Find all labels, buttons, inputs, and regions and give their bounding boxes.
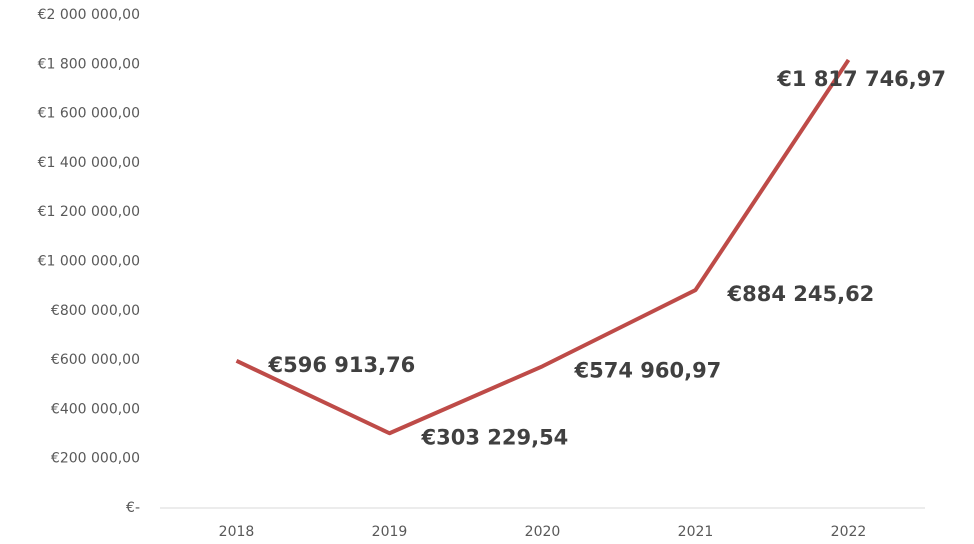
data-label: €303 229,54 [421, 425, 569, 449]
y-tick-label: €1 400 000,00 [38, 155, 140, 171]
y-tick-label: €200 000,00 [51, 451, 140, 467]
data-label: €596 913,76 [268, 353, 416, 377]
y-tick-label: €600 000,00 [51, 352, 140, 368]
y-tick-label: €2 000 000,00 [38, 7, 140, 23]
y-tick-label: €1 000 000,00 [38, 254, 140, 270]
x-tick-label: 2020 [525, 524, 561, 540]
y-tick-label: €- [126, 500, 140, 516]
x-tick-label: 2019 [372, 524, 408, 540]
x-tick-label: 2021 [678, 524, 714, 540]
y-tick-label: €1 200 000,00 [38, 204, 140, 220]
y-tick-label: €800 000,00 [51, 303, 140, 319]
data-label: €884 245,62 [727, 282, 875, 306]
y-tick-label: €1 800 000,00 [38, 56, 140, 72]
data-label: €1 817 746,97 [776, 67, 946, 91]
x-tick-label: 2018 [219, 524, 255, 540]
y-tick-label: €400 000,00 [51, 401, 140, 417]
data-label: €574 960,97 [574, 358, 722, 382]
y-tick-label: €1 600 000,00 [38, 106, 140, 122]
x-tick-label: 2022 [831, 524, 867, 540]
data-line [235, 58, 851, 436]
